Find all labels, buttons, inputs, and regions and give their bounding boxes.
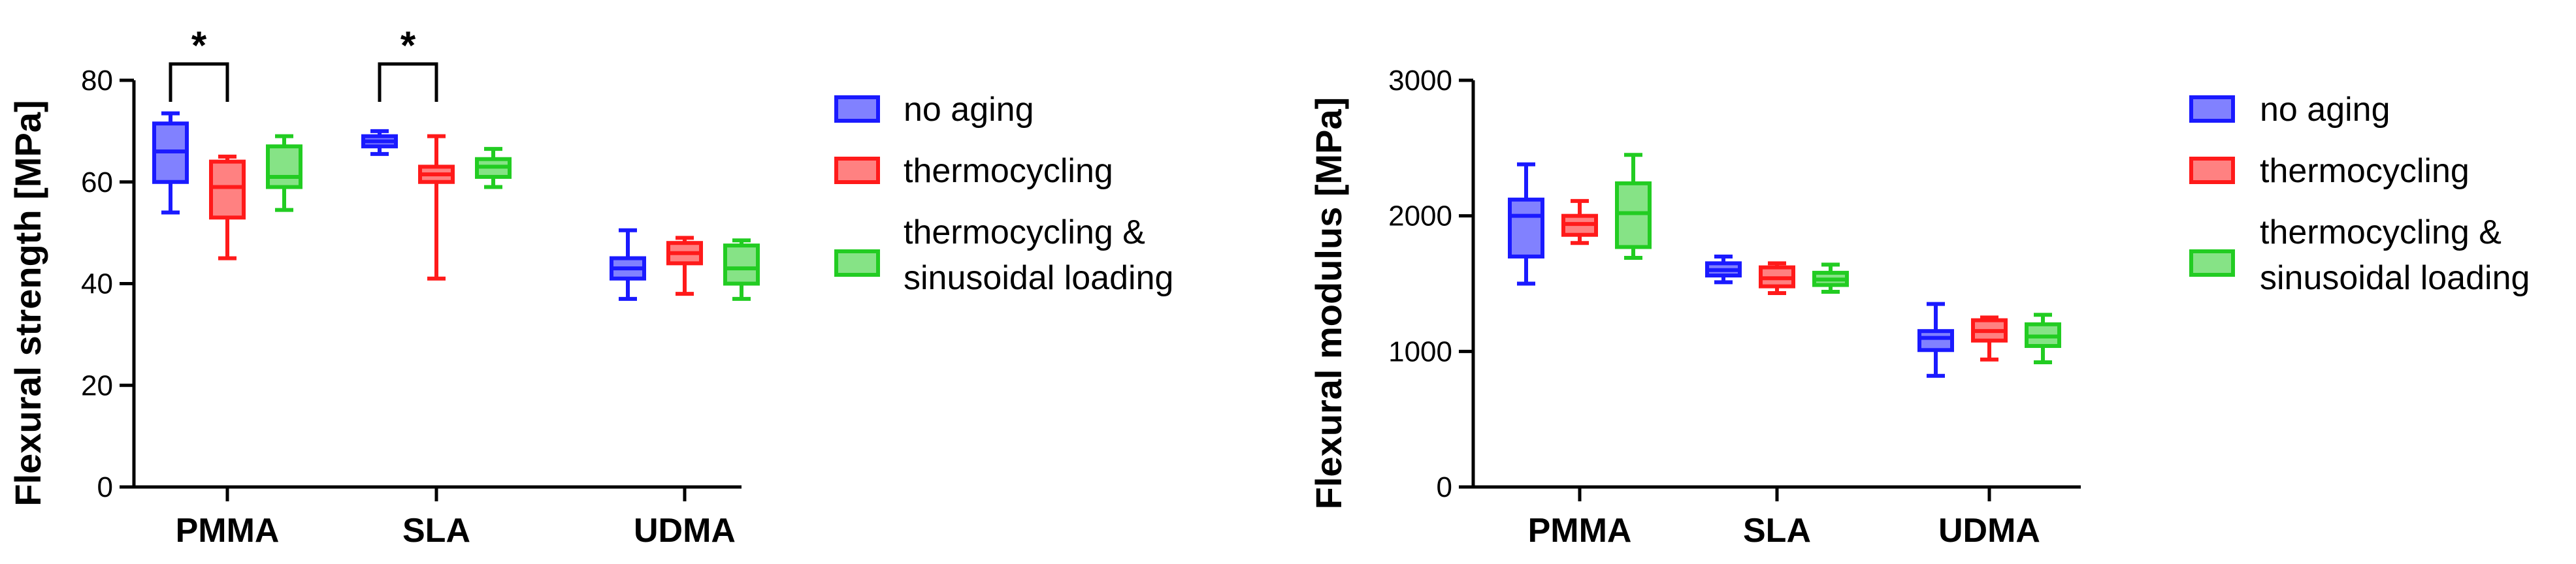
box-sla-1: [361, 129, 398, 156]
box-iqr: [723, 243, 760, 286]
box-iqr: [209, 159, 246, 220]
legend-label: sinusoidal loading: [2260, 259, 2530, 297]
box-pmma-3: [266, 134, 302, 212]
significance-bracket: [169, 62, 229, 102]
box-sla-2: [1759, 261, 1795, 296]
legend-label: no aging: [904, 91, 1034, 129]
chart-2: 0 1000 2000 3000 Flexural modulus [MPa] PMMA S…: [1308, 65, 2530, 550]
x-tick-label: SLA: [1743, 512, 1811, 550]
y-tick-label: 20: [81, 369, 113, 401]
x-tick-label: PMMA: [176, 512, 280, 550]
y-tick-label: 1000: [1388, 336, 1452, 368]
y-tick-label: 40: [81, 268, 113, 300]
box-iqr: [1917, 329, 1954, 352]
box-udma-3: [2025, 313, 2061, 364]
x-tick-label: SLA: [402, 512, 470, 550]
legend-swatch: [834, 157, 880, 184]
box-udma-1: [610, 228, 646, 301]
legend-swatch: [834, 95, 880, 123]
legend: no aging thermocycling thermocycling & sinu…: [2189, 91, 2530, 297]
box-iqr: [266, 144, 302, 189]
significance-bracket: [378, 62, 438, 102]
y-tick-label: 0: [97, 471, 113, 503]
box-pmma-1: [152, 111, 189, 215]
y-tick-label: 80: [81, 65, 113, 97]
y-axis-label: Flexural strength [MPa]: [7, 100, 48, 506]
x-tick-label: UDMA: [1938, 512, 2040, 550]
legend-label: no aging: [2260, 91, 2390, 129]
significance-star: *: [191, 24, 207, 67]
legend-label: thermocycling: [2260, 152, 2470, 190]
chart-1: 0 20 40 60 80 Flexural strength [MPa] PMMA SLA U…: [7, 24, 1173, 550]
legend-label: sinusoidal loading: [904, 259, 1173, 297]
legend-swatch: [2189, 157, 2235, 184]
y-tick-label: 60: [81, 166, 113, 198]
legend-swatch: [834, 249, 880, 277]
box-sla-3: [1812, 262, 1849, 294]
legend-swatch: [2189, 95, 2235, 123]
box-iqr: [1615, 181, 1652, 249]
box-pmma-1: [1508, 162, 1544, 286]
box-pmma-2: [1561, 198, 1598, 245]
legend: no aging thermocycling thermocycling & sinu…: [834, 91, 1173, 297]
box-iqr: [1508, 197, 1544, 258]
x-tick-label: UDMA: [634, 512, 736, 550]
box-udma-3: [723, 238, 760, 301]
significance-pmma: *: [169, 24, 229, 102]
box-udma-2: [666, 236, 703, 296]
box-udma-1: [1917, 302, 1954, 378]
box-udma-2: [1971, 315, 2008, 362]
box-pmma-3: [1615, 153, 1652, 260]
legend-label: thermocycling &: [2260, 213, 2502, 251]
legend-label: thermocycling: [904, 152, 1113, 190]
y-axis-label: Flexural modulus [MPa]: [1308, 97, 1349, 510]
box-sla-2: [418, 134, 455, 281]
y-tick-label: 3000: [1388, 65, 1452, 97]
box-sla-1: [1705, 254, 1742, 285]
x-tick-label: PMMA: [1528, 512, 1632, 550]
box-sla-3: [475, 147, 512, 189]
significance-star: *: [400, 24, 416, 67]
legend-label: thermocycling &: [904, 213, 1145, 251]
legend-swatch: [2189, 249, 2235, 277]
y-tick-label: 2000: [1388, 200, 1452, 232]
box-pmma-2: [209, 154, 246, 260]
y-tick-label: 0: [1437, 471, 1452, 503]
significance-sla: *: [378, 24, 438, 102]
